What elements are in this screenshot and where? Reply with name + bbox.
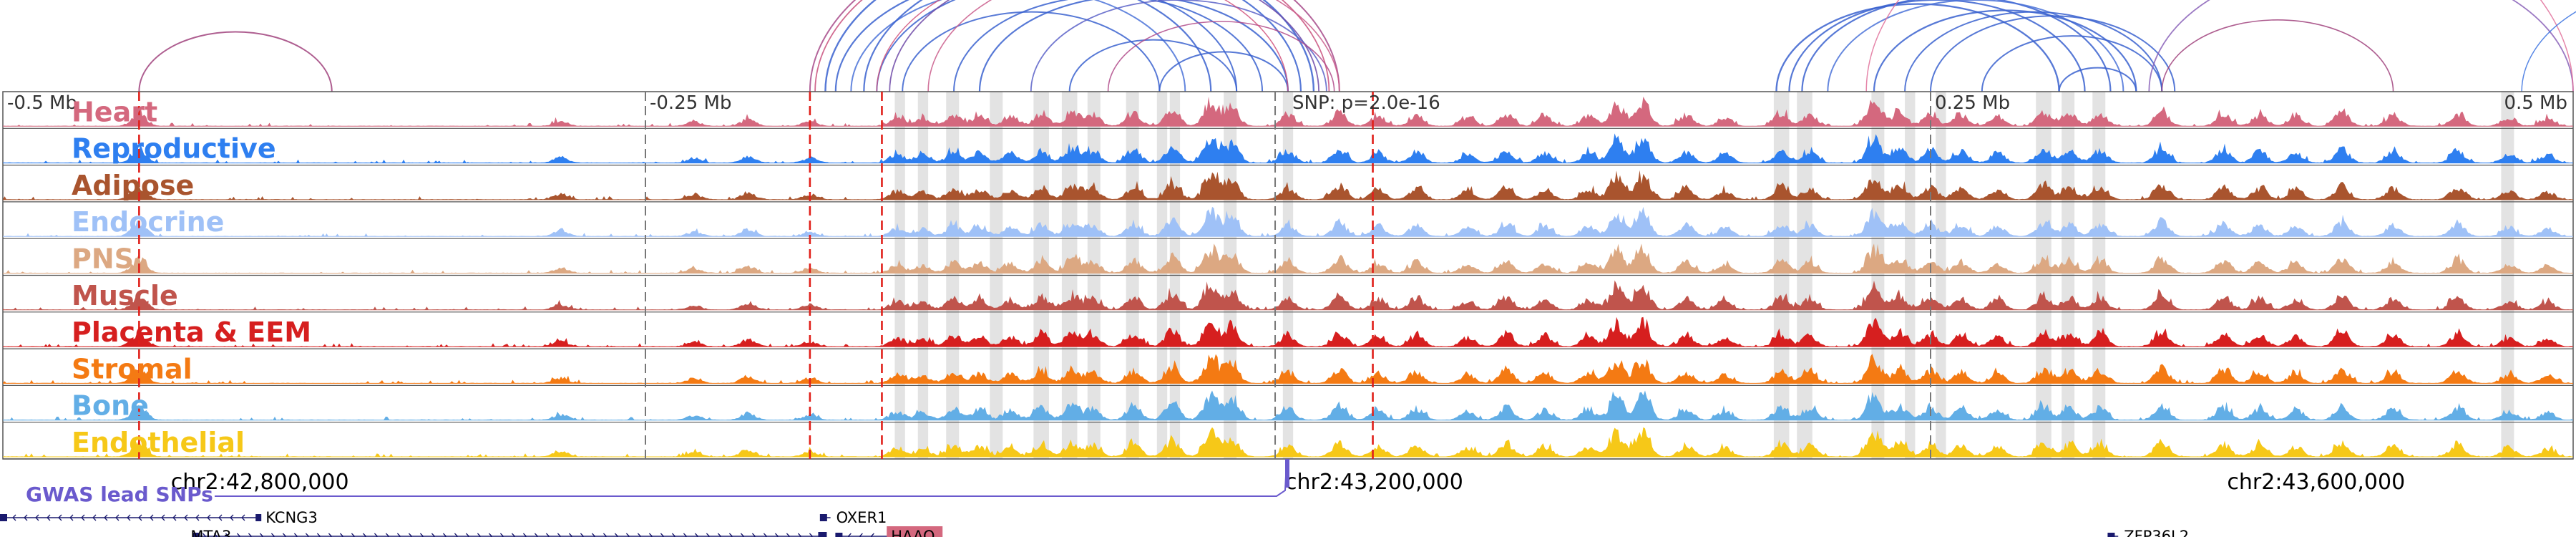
track-signal-9 <box>3 427 2573 457</box>
loop-arc-15 <box>1107 21 1335 92</box>
track-label-placenta-eem: Placenta & EEM <box>72 316 311 348</box>
track-label-adipose: Adipose <box>72 170 194 201</box>
loop-arc-4 <box>834 0 1212 92</box>
loop-arc-28 <box>2161 19 2394 92</box>
track-label-endocrine: Endocrine <box>72 206 224 238</box>
loop-arc-19 <box>1788 0 2086 92</box>
gene-exon-start-zfp36l2 <box>2107 533 2115 537</box>
coordinate-label-1: chr2:43,200,000 <box>1285 470 1463 495</box>
loop-arc-17 <box>876 0 1289 92</box>
loop-arc-18 <box>1775 3 2060 92</box>
loop-arc-30 <box>2521 11 2576 92</box>
ruler: -0.5 Mb -0.25 Mb 0.25 Mb 0.5 Mb SNP: p=2.0e-… <box>7 92 2567 114</box>
loop-arc-25 <box>1981 35 2163 92</box>
loop-arc-23 <box>1904 11 2163 92</box>
loop-arc-26 <box>2058 67 2137 92</box>
loop-arc-27 <box>2148 0 2574 92</box>
gene-strand-arrows-haao <box>847 533 874 537</box>
gene-exon-start-oxer1 <box>819 514 827 521</box>
gene-label-box-haao <box>887 526 943 537</box>
loop-arc-7 <box>876 0 1238 92</box>
loop-arc-10 <box>927 0 1340 92</box>
coordinate-label-2: chr2:43,600,000 <box>2227 470 2405 495</box>
track-label-pns: PNS <box>72 243 134 275</box>
gene-strand-arrows-kcng3 <box>12 514 245 521</box>
track-label-bone: Bone <box>72 390 149 422</box>
loop-arc-16 <box>1158 51 1289 92</box>
loop-arc-1 <box>809 0 1340 92</box>
loop-arc-9 <box>902 11 1161 92</box>
gene-exon-start-kcng3 <box>0 514 7 521</box>
track-label-reproductive: Reproductive <box>72 133 276 165</box>
gene-label-haao: HAAO <box>891 528 935 537</box>
gene-label-kcng3: KCNG3 <box>265 509 318 526</box>
gene-exon-end-kcng3 <box>255 514 262 521</box>
loop-arc-8 <box>889 0 1319 92</box>
ruler-tick-label-2: 0.25 Mb <box>1935 92 2010 114</box>
coordinate-label-0: chr2:42,800,000 <box>171 470 349 495</box>
loop-arc-0 <box>138 31 333 92</box>
track-label-endothelial: Endothelial <box>72 427 245 458</box>
track-signal-5 <box>3 280 2573 310</box>
track-label-stromal: Stromal <box>72 353 192 384</box>
loop-arc-6 <box>863 0 1302 92</box>
gene-label-oxer1: OXER1 <box>836 509 887 526</box>
loop-arc-11 <box>953 0 1264 92</box>
loop-arc-2 <box>814 0 1330 92</box>
track-signal-0 <box>3 97 2573 127</box>
track-label-muscle: Muscle <box>72 280 178 311</box>
track-label-heart: Heart <box>72 96 157 127</box>
snp-annotation-label: SNP: p=2.0e-16 <box>1292 92 1440 114</box>
coordinate-and-gene-panel: chr2:42,800,000 chr2:43,200,000 chr2:43,60… <box>0 459 2405 537</box>
ruler-tick-label-0: -0.5 Mb <box>7 92 77 114</box>
loop-arc-5 <box>850 0 1186 92</box>
loop-arc-3 <box>824 0 1315 92</box>
track-labels: Heart Reproductive Adipose Endocrine PNS Musc… <box>72 96 311 458</box>
loop-arc-12 <box>978 0 1289 92</box>
gene-exon-start-haao <box>835 533 843 537</box>
gene-strand-arrows-mta3 <box>202 533 814 537</box>
gwas-snp-marker <box>1285 459 1289 488</box>
ruler-tick-label-3: 0.5 Mb <box>2504 92 2567 114</box>
loop-arc-13 <box>1030 0 1327 92</box>
gene-label-mta3: MTA3 <box>190 528 231 537</box>
gwas-lead-snps-label: GWAS lead SNPs <box>26 483 213 506</box>
loop-arc-20 <box>1801 0 2112 92</box>
loop-arc-21 <box>1827 0 2124 92</box>
marker-lines <box>138 92 1931 459</box>
loop-arc-24 <box>1930 15 2176 92</box>
gwas-snp-connector <box>215 461 1287 497</box>
gene-label-zfp36l2: ZFP36L2 <box>2124 528 2189 537</box>
loop-arc-22 <box>1873 9 2137 92</box>
ruler-tick-label-1: -0.25 Mb <box>650 92 731 114</box>
chromatin-loops <box>138 0 2576 92</box>
gene-exon-start-mta3 <box>192 533 200 537</box>
loop-arc-14 <box>1068 39 1238 92</box>
gene-exon-end-mta3 <box>818 532 827 537</box>
track-signal-7 <box>3 354 2573 384</box>
